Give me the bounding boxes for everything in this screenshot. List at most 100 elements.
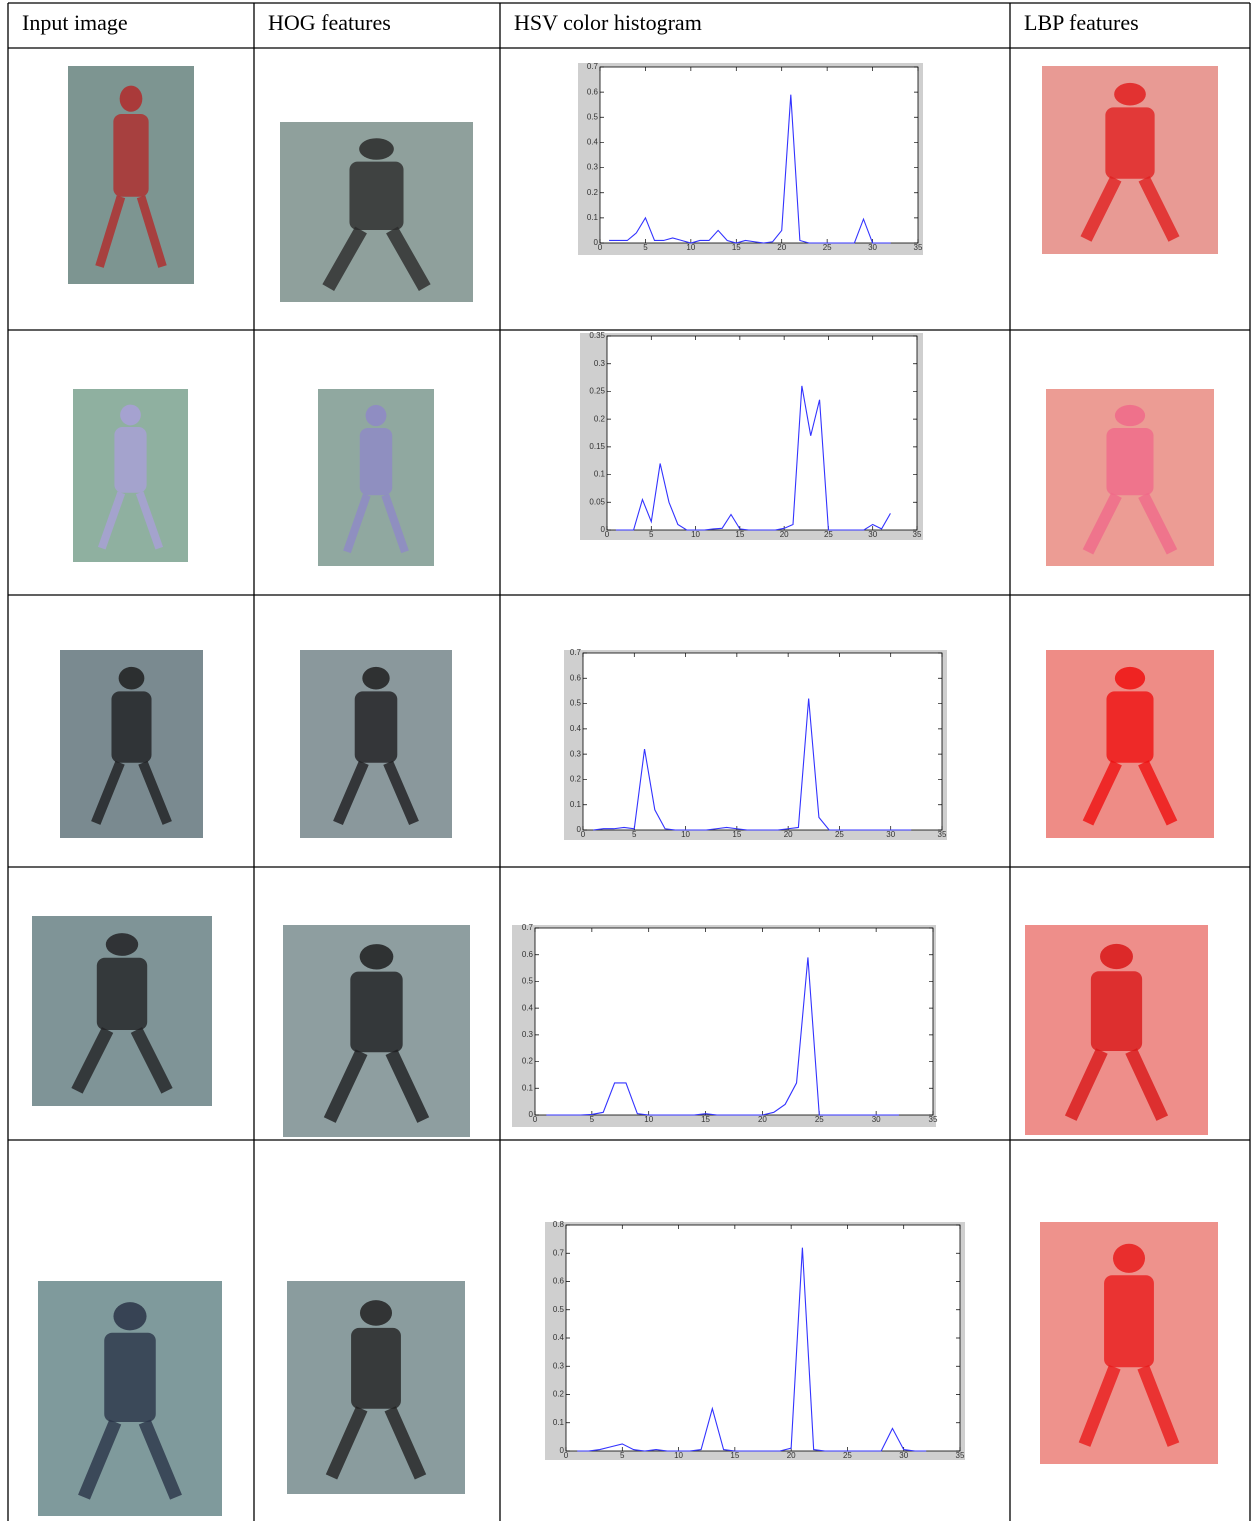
hog-image <box>280 122 473 302</box>
hog-image <box>283 925 470 1137</box>
y-tick-label: 0.1 <box>594 470 606 479</box>
x-tick-label: 0 <box>605 530 610 539</box>
y-tick-label: 0.2 <box>522 1057 534 1066</box>
x-tick-label: 0 <box>581 830 586 839</box>
figure-body <box>114 427 146 493</box>
hog-image <box>300 650 452 838</box>
y-tick-label: 0.2 <box>570 775 582 784</box>
y-tick-label: 0.4 <box>587 138 599 147</box>
x-tick-label: 25 <box>843 1451 852 1460</box>
figure-head <box>120 405 141 426</box>
hog-image <box>287 1281 465 1494</box>
page: Input image HOG features HSV color histo… <box>0 0 1254 1521</box>
hog-image <box>318 389 434 566</box>
input-image <box>60 650 203 838</box>
figure-body <box>104 1333 156 1422</box>
y-tick-label: 0.1 <box>522 1083 534 1092</box>
y-tick-label: 0.5 <box>553 1305 565 1314</box>
x-tick-label: 25 <box>815 1115 824 1124</box>
y-tick-label: 0.4 <box>522 1003 534 1012</box>
x-tick-label: 15 <box>732 243 741 252</box>
y-tick-label: 0.2 <box>594 414 606 423</box>
x-tick-label: 20 <box>784 830 793 839</box>
histogram-chart: 0510152025303500.10.20.30.40.50.60.7 <box>578 62 923 255</box>
figure-body <box>360 428 392 495</box>
x-tick-label: 5 <box>649 530 654 539</box>
y-tick-label: 0.6 <box>570 673 582 682</box>
figure-head <box>359 138 394 160</box>
y-tick-label: 0.6 <box>522 950 534 959</box>
figure-head <box>1114 83 1146 106</box>
x-tick-label: 30 <box>899 1451 908 1460</box>
y-tick-label: 0.1 <box>587 213 599 222</box>
lbp-image <box>1040 1222 1218 1464</box>
x-tick-label: 15 <box>732 830 741 839</box>
y-tick-label: 0 <box>594 238 599 247</box>
y-tick-label: 0.5 <box>522 977 534 986</box>
x-tick-label: 35 <box>913 530 922 539</box>
figure-body <box>113 114 148 197</box>
x-tick-label: 0 <box>533 1115 538 1124</box>
x-tick-label: 35 <box>956 1451 965 1460</box>
y-tick-label: 0.5 <box>570 699 582 708</box>
y-tick-label: 0 <box>529 1110 534 1119</box>
figure-head <box>1115 667 1145 690</box>
x-tick-label: 0 <box>564 1451 569 1460</box>
x-tick-label: 20 <box>777 243 786 252</box>
y-tick-label: 0.1 <box>570 800 582 809</box>
plot-area <box>607 336 917 530</box>
figure-body <box>351 1328 401 1409</box>
y-tick-label: 0.8 <box>553 1220 565 1229</box>
x-tick-label: 35 <box>938 830 947 839</box>
figure-head <box>120 86 143 112</box>
y-tick-label: 0.3 <box>522 1030 534 1039</box>
y-tick-label: 0.1 <box>553 1418 565 1427</box>
x-tick-label: 5 <box>632 830 637 839</box>
x-tick-label: 10 <box>686 243 695 252</box>
x-tick-label: 10 <box>681 830 690 839</box>
x-tick-label: 20 <box>787 1451 796 1460</box>
figure-body <box>97 958 147 1030</box>
y-tick-label: 0.3 <box>587 163 599 172</box>
figure-body <box>111 691 151 762</box>
y-tick-label: 0.35 <box>589 331 605 340</box>
plot-area <box>566 1225 960 1451</box>
plot-area <box>583 653 942 830</box>
column-header: HSV color histogram <box>514 10 702 35</box>
x-tick-label: 15 <box>730 1451 739 1460</box>
y-tick-label: 0.6 <box>587 87 599 96</box>
x-tick-label: 20 <box>780 530 789 539</box>
y-tick-label: 0.2 <box>553 1390 565 1399</box>
figure-head <box>1113 1244 1145 1273</box>
x-tick-label: 10 <box>691 530 700 539</box>
y-tick-label: 0.7 <box>587 62 599 71</box>
y-tick-label: 0.5 <box>587 112 599 121</box>
figure-head <box>366 405 387 426</box>
x-tick-label: 15 <box>701 1115 710 1124</box>
y-tick-label: 0 <box>601 525 606 534</box>
column-header: LBP features <box>1024 10 1139 35</box>
figure-head <box>1115 405 1145 426</box>
x-tick-label: 5 <box>620 1451 625 1460</box>
x-tick-label: 10 <box>674 1451 683 1460</box>
column-header: Input image <box>22 10 128 35</box>
figure-head <box>360 1300 392 1326</box>
figure-head <box>360 944 394 969</box>
x-tick-label: 10 <box>644 1115 653 1124</box>
x-tick-label: 30 <box>868 243 877 252</box>
x-tick-label: 35 <box>929 1115 938 1124</box>
results-table: Input image HOG features HSV color histo… <box>0 0 1254 1521</box>
input-image <box>68 66 194 284</box>
figure-head <box>113 1302 146 1330</box>
x-tick-label: 30 <box>868 530 877 539</box>
lbp-image <box>1046 389 1214 566</box>
figure-body <box>349 162 403 230</box>
y-tick-label: 0.15 <box>589 442 605 451</box>
figure-body <box>1105 107 1154 178</box>
histogram-chart: 0510152025303500.10.20.30.40.50.60.7 <box>564 648 947 840</box>
y-tick-label: 0.25 <box>589 387 605 396</box>
x-tick-label: 20 <box>758 1115 767 1124</box>
figure-head <box>119 667 145 690</box>
